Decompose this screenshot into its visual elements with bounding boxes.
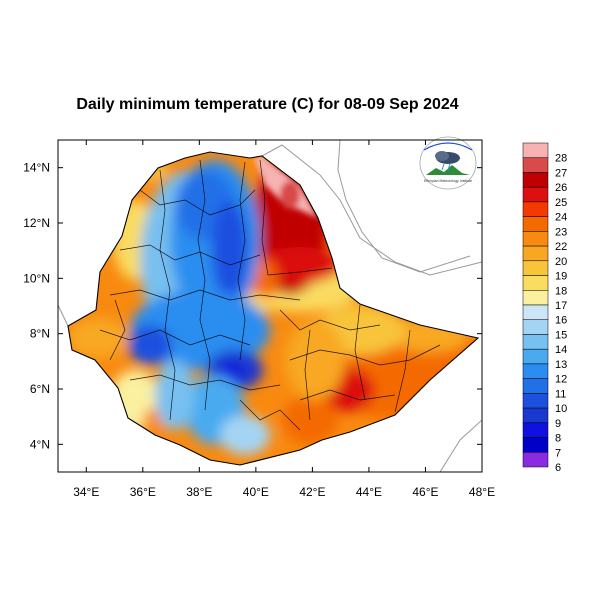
colorbar-swatch: [522, 157, 549, 173]
colorbar-label: 20: [555, 256, 567, 268]
colorbar-label: 12: [555, 374, 567, 386]
colorbar-label: 14: [555, 344, 567, 356]
lat-tick-label: 12°N: [23, 216, 50, 230]
colorbar-swatch: [522, 260, 549, 276]
colorbar-label: 22: [555, 241, 567, 253]
colorbar-swatch: [522, 319, 549, 335]
colorbar-label: 18: [555, 285, 567, 297]
colorbar-label: 17: [555, 300, 567, 312]
colorbar-label: 15: [555, 329, 567, 341]
colorbar-label: 28: [555, 153, 567, 165]
lon-tick-label: 38°E: [186, 485, 212, 499]
lat-tick-label: 6°N: [30, 382, 50, 396]
colorbar-label: 27: [555, 167, 567, 179]
colorbar-swatch: [522, 245, 549, 262]
lon-tick-label: 40°E: [243, 485, 269, 499]
colorbar-label: 7: [555, 447, 561, 459]
longitude-axis: 34°E 36°E 38°E 40°E 42°E 44°E 46°E 48°E: [73, 140, 495, 499]
colorbar-swatch: [522, 393, 549, 409]
colorbar-swatch: [522, 186, 549, 203]
colorbar-swatch: [522, 290, 549, 306]
colorbar-label: 24: [555, 212, 567, 224]
lon-tick-label: 44°E: [356, 485, 382, 499]
lon-tick-label: 34°E: [73, 485, 99, 499]
colorbar-label: 6: [555, 462, 561, 474]
colorbar-label: 19: [555, 271, 567, 283]
lat-tick-label: 8°N: [30, 327, 50, 341]
colorbar-swatch: [522, 231, 549, 247]
colorbar-swatch: [522, 142, 549, 158]
lat-tick-label: 14°N: [23, 161, 50, 175]
lon-tick-label: 42°E: [299, 485, 325, 499]
colorbar-label: 16: [555, 315, 567, 327]
colorbar-swatch: [522, 407, 549, 424]
colorbar-label: 25: [555, 197, 567, 209]
agency-logo: Ethiopian Meteorology Institute: [419, 136, 477, 190]
colorbar-swatch: [522, 437, 549, 453]
lon-tick-label: 46°E: [412, 485, 438, 499]
plot-area: Ethiopian Meteorology Institute: [57, 136, 483, 473]
colorbar-label: 8: [555, 433, 561, 445]
colorbar-swatch: [522, 216, 549, 232]
colorbar-swatch: [522, 452, 549, 468]
colorbar-swatch: [522, 172, 549, 188]
colorbar-label: 13: [555, 359, 567, 371]
colorbar-label: 23: [555, 226, 567, 238]
colorbar-label: 9: [555, 418, 561, 430]
admin-boundaries: [99, 159, 441, 431]
colorbar: 28 27 26 25 24 23 22 20 19 18 17 16 15 14 13 12 11 10 9 8 7 6: [522, 142, 567, 474]
colorbar-swatch: [522, 363, 549, 379]
colorbar-swatch: [522, 378, 549, 394]
ethiopia-border: [67, 151, 480, 466]
colorbar-swatch: [522, 275, 549, 291]
colorbar-swatch: [522, 334, 549, 350]
colorbar-label: 26: [555, 182, 567, 194]
latitude-axis: 4°N 6°N 8°N 10°N 12°N 14°N: [23, 161, 482, 451]
colorbar-swatch: [522, 304, 549, 320]
lon-tick-label: 36°E: [130, 485, 156, 499]
colorbar-swatch: [522, 422, 549, 438]
map-title: Daily minimum temperature (C) for 08-09 …: [76, 96, 459, 113]
lon-tick-label: 48°E: [469, 485, 495, 499]
svg-text:Ethiopian Meteorology Institut: Ethiopian Meteorology Institute: [424, 179, 472, 183]
colorbar-swatch: [522, 201, 549, 217]
lat-tick-label: 4°N: [30, 437, 50, 451]
colorbar-label: 11: [555, 388, 566, 400]
neighbor-coastlines: [58, 140, 482, 472]
colorbar-swatch: [522, 348, 549, 365]
lat-tick-label: 10°N: [23, 271, 50, 285]
colorbar-label: 10: [555, 403, 567, 415]
